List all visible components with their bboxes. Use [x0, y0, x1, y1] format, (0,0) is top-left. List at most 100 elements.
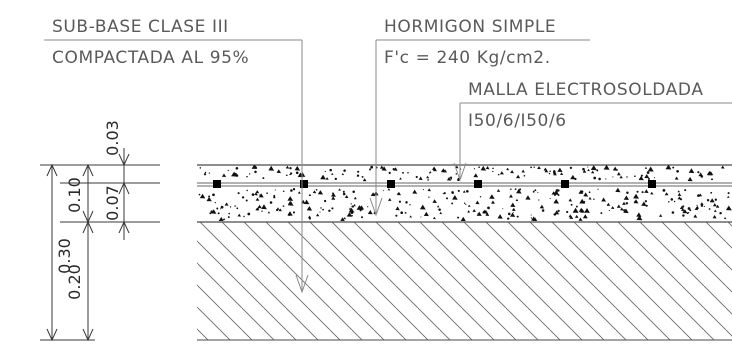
aggregate-speck — [574, 177, 577, 181]
aggregate-speck — [351, 205, 354, 208]
aggregate-speck — [427, 188, 431, 192]
aggregate-speck — [362, 178, 367, 182]
aggregate-speck — [229, 206, 232, 208]
aggregate-speck — [644, 189, 649, 193]
aggregate-speck — [269, 201, 273, 204]
aggregate-speck — [554, 190, 559, 194]
aggregate-speck — [432, 199, 437, 203]
aggregate-speck — [221, 173, 227, 177]
aggregate-speck — [208, 172, 211, 174]
aggregate-speck — [342, 190, 345, 193]
aggregate-speck — [688, 212, 690, 214]
aggregate-speck — [489, 194, 495, 199]
aggregate-speck — [409, 204, 411, 206]
aggregate-speck — [388, 171, 391, 175]
aggregate-speck — [697, 171, 700, 174]
aggregate-speck — [510, 188, 512, 190]
aggregate-speck — [224, 202, 229, 206]
aggregate-speck — [420, 216, 422, 218]
aggregate-speck — [274, 189, 276, 191]
aggregate-speck — [682, 205, 685, 208]
aggregate-speck — [211, 209, 217, 214]
aggregate-speck — [341, 173, 345, 176]
aggregate-speck — [600, 212, 603, 215]
aggregate-speck — [665, 165, 672, 170]
aggregate-speck — [343, 217, 346, 220]
aggregate-speck — [357, 170, 360, 173]
aggregate-speck — [432, 166, 437, 171]
aggregate-speck — [553, 198, 559, 204]
mesh-layer — [197, 180, 732, 188]
aggregate-speck — [679, 205, 684, 210]
aggregate-speck — [534, 188, 537, 192]
aggregate-speck — [405, 201, 408, 204]
aggregate-speck — [612, 176, 614, 178]
aggregate-speck — [315, 188, 318, 191]
aggregate-speck — [218, 216, 224, 221]
aggregate-speck — [356, 174, 360, 177]
aggregate-speck — [231, 171, 237, 177]
aggregate-speck — [606, 202, 611, 206]
aggregate-speck — [288, 213, 291, 216]
aggregate-speck — [636, 212, 642, 217]
aggregate-speck — [650, 191, 654, 195]
aggregate-speck — [644, 166, 648, 169]
aggregate-speck — [317, 190, 324, 195]
aggregate-speck — [473, 168, 476, 170]
aggregate-speck — [725, 205, 732, 211]
aggregate-speck — [423, 211, 429, 217]
aggregate-speck — [608, 210, 610, 212]
aggregate-speck — [554, 194, 556, 197]
aggregate-speck — [659, 214, 663, 217]
aggregate-speck — [235, 174, 239, 177]
aggregate-speck — [463, 202, 466, 204]
dim-top-cover-label: 0.03 — [103, 120, 122, 156]
aggregate-speck — [255, 190, 260, 194]
aggregate-speck — [332, 192, 334, 195]
aggregate-speck — [531, 216, 537, 221]
aggregate-speck — [645, 204, 648, 207]
aggregate-speck — [538, 199, 540, 201]
aggregate-speck — [671, 211, 675, 214]
aggregate-speck — [511, 207, 516, 211]
aggregate-speck — [533, 166, 535, 168]
aggregate-speck — [234, 205, 236, 207]
aggregate-speck — [554, 213, 557, 216]
aggregate-speck — [427, 179, 429, 181]
aggregate-speck — [412, 189, 418, 194]
aggregate-speck — [297, 191, 301, 194]
aggregate-speck — [428, 196, 430, 198]
aggregate-speck — [392, 168, 395, 171]
aggregate-speck — [633, 193, 639, 199]
callout-concrete-line2: F'c = 240 Kg/cm2. — [384, 48, 551, 68]
rebar-square — [300, 180, 308, 188]
rebar-square — [561, 180, 569, 188]
aggregate-speck — [554, 210, 560, 215]
aggregate-speck — [532, 190, 535, 193]
aggregate-speck — [597, 188, 599, 190]
dimension-arrows — [46, 153, 130, 342]
aggregate-speck — [475, 200, 480, 205]
aggregate-speck — [712, 203, 717, 207]
aggregate-speck — [432, 216, 436, 220]
aggregate-speck — [325, 177, 329, 180]
aggregate-speck — [674, 176, 679, 180]
aggregate-speck — [216, 207, 219, 210]
aggregate-speck — [266, 192, 268, 195]
aggregate-speck — [439, 211, 442, 215]
callout-concrete-line1: HORMIGON SIMPLE — [384, 17, 556, 37]
aggregate-speck — [361, 216, 363, 219]
aggregate-speck — [419, 204, 426, 210]
aggregate-speck — [516, 188, 522, 194]
aggregate-speck — [543, 167, 548, 171]
aggregate-speck — [320, 174, 326, 180]
aggregate-speck — [574, 214, 579, 218]
aggregate-speck — [285, 174, 288, 177]
aggregate-speck — [348, 207, 355, 213]
aggregate-speck — [646, 171, 650, 174]
aggregate-speck — [308, 193, 312, 196]
aggregate-speck — [331, 196, 336, 200]
aggregate-speck — [285, 165, 290, 169]
aggregate-speck — [324, 170, 326, 173]
aggregate-speck — [603, 165, 610, 170]
